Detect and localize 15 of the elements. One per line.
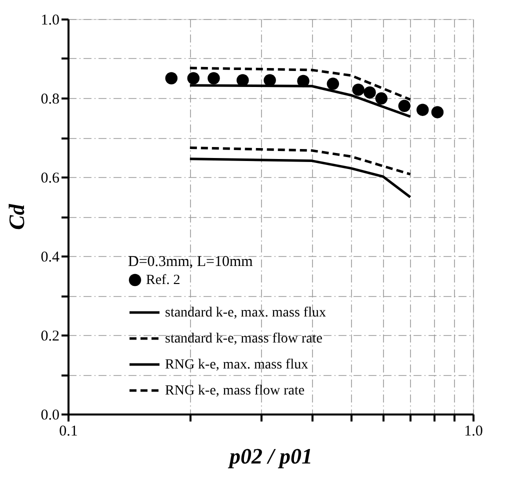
legend-label: Ref. 2 <box>146 273 180 288</box>
y-tick-label: 0.4 <box>40 250 60 266</box>
y-axis-title: Cd <box>4 203 29 230</box>
legend-title: D=0.3mm, L=10mm <box>128 254 254 270</box>
y-tick-label: 0.8 <box>40 92 60 108</box>
legend-label: RNG k-e, max. mass flux <box>165 358 308 372</box>
x-tick-label: 0.1 <box>59 424 78 440</box>
x-axis-title: p02 / p01 <box>227 444 313 468</box>
y-tick-label: 0.0 <box>40 408 60 424</box>
y-tick-label: 0.2 <box>40 328 60 344</box>
legend-label: standard k-e, max. mass flux <box>165 306 326 320</box>
legend-label: standard k-e, mass flow rate <box>165 332 322 346</box>
legend-label: RNG k-e, mass flow rate <box>165 384 305 398</box>
y-tick-label: 1.0 <box>40 12 60 28</box>
y-tick-label: 0.6 <box>40 170 60 186</box>
